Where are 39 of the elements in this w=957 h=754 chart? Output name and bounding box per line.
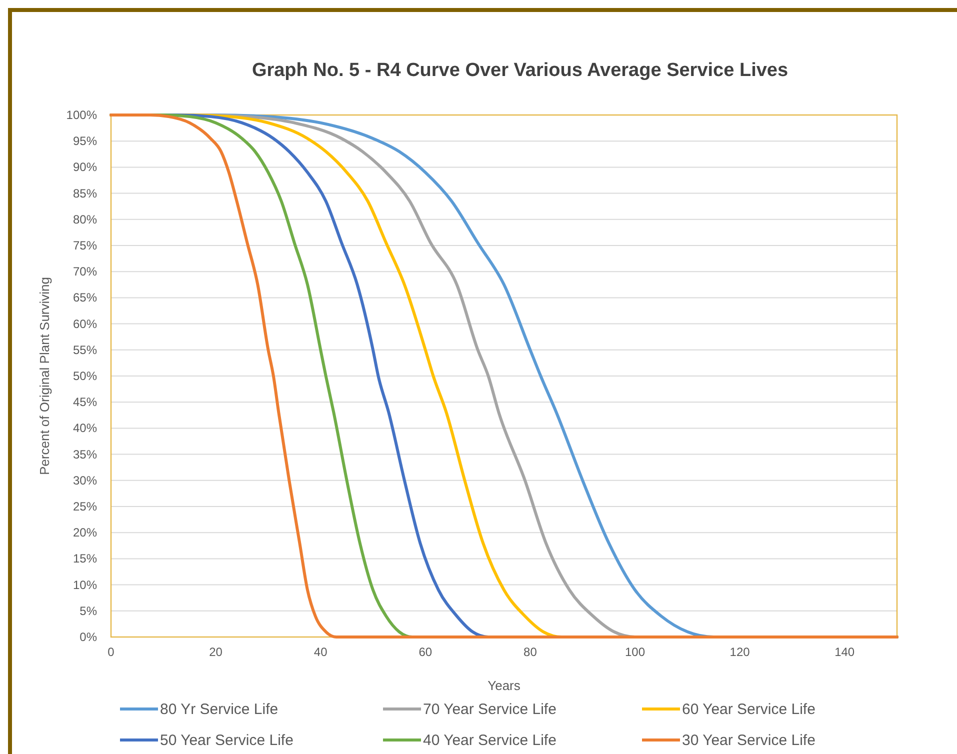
legend-label: 60 Year Service Life (682, 701, 816, 718)
x-tick-label: 40 (314, 645, 328, 659)
y-axis-title: Percent of Original Plant Surviving (37, 277, 52, 475)
x-tick-label: 120 (730, 645, 750, 659)
x-tick-label: 20 (209, 645, 223, 659)
y-tick-label: 0% (80, 630, 98, 644)
y-tick-label: 55% (72, 342, 98, 357)
legend-label: 40 Year Service Life (423, 732, 556, 749)
y-tick-label: 95% (72, 134, 98, 148)
y-tick-label: 15% (72, 552, 98, 566)
x-tick-label: 60 (418, 645, 432, 659)
legend-label: 30 Year Service Life (682, 732, 816, 749)
y-tick-label: 60% (72, 316, 98, 331)
y-tick-label: 10% (72, 578, 98, 592)
y-tick-label: 45% (72, 395, 98, 410)
legend-label: 50 Year Service Life (160, 732, 294, 749)
y-tick-label: 35% (72, 447, 98, 462)
y-tick-label: 70% (72, 264, 98, 279)
y-tick-label: 100% (66, 108, 98, 122)
y-tick-label: 65% (72, 290, 98, 305)
y-tick-label: 40% (72, 421, 98, 436)
legend-label: 70 Year Service Life (423, 701, 556, 718)
y-tick-label: 20% (72, 526, 98, 540)
y-tick-label: 80% (72, 212, 98, 226)
x-tick-label: 0 (108, 645, 115, 659)
x-tick-label: 100 (624, 645, 646, 659)
x-tick-label: 140 (834, 645, 855, 659)
x-tick-label: 80 (524, 645, 538, 659)
y-tick-label: 5% (80, 604, 98, 618)
y-tick-label: 50% (72, 369, 98, 383)
y-tick-label: 25% (72, 500, 98, 514)
legend-label: 80 Yr Service Life (160, 701, 278, 718)
y-tick-label: 30% (72, 473, 98, 488)
line-series (110, 114, 898, 638)
chart-title: Graph No. 5 - R4 Curve Over Various Average Service Lives (252, 60, 788, 81)
y-tick-label: 90% (72, 160, 98, 174)
y-tick-label: 75% (72, 238, 98, 252)
y-tick-label: 85% (72, 186, 98, 200)
x-axis-title: Years (488, 678, 521, 693)
